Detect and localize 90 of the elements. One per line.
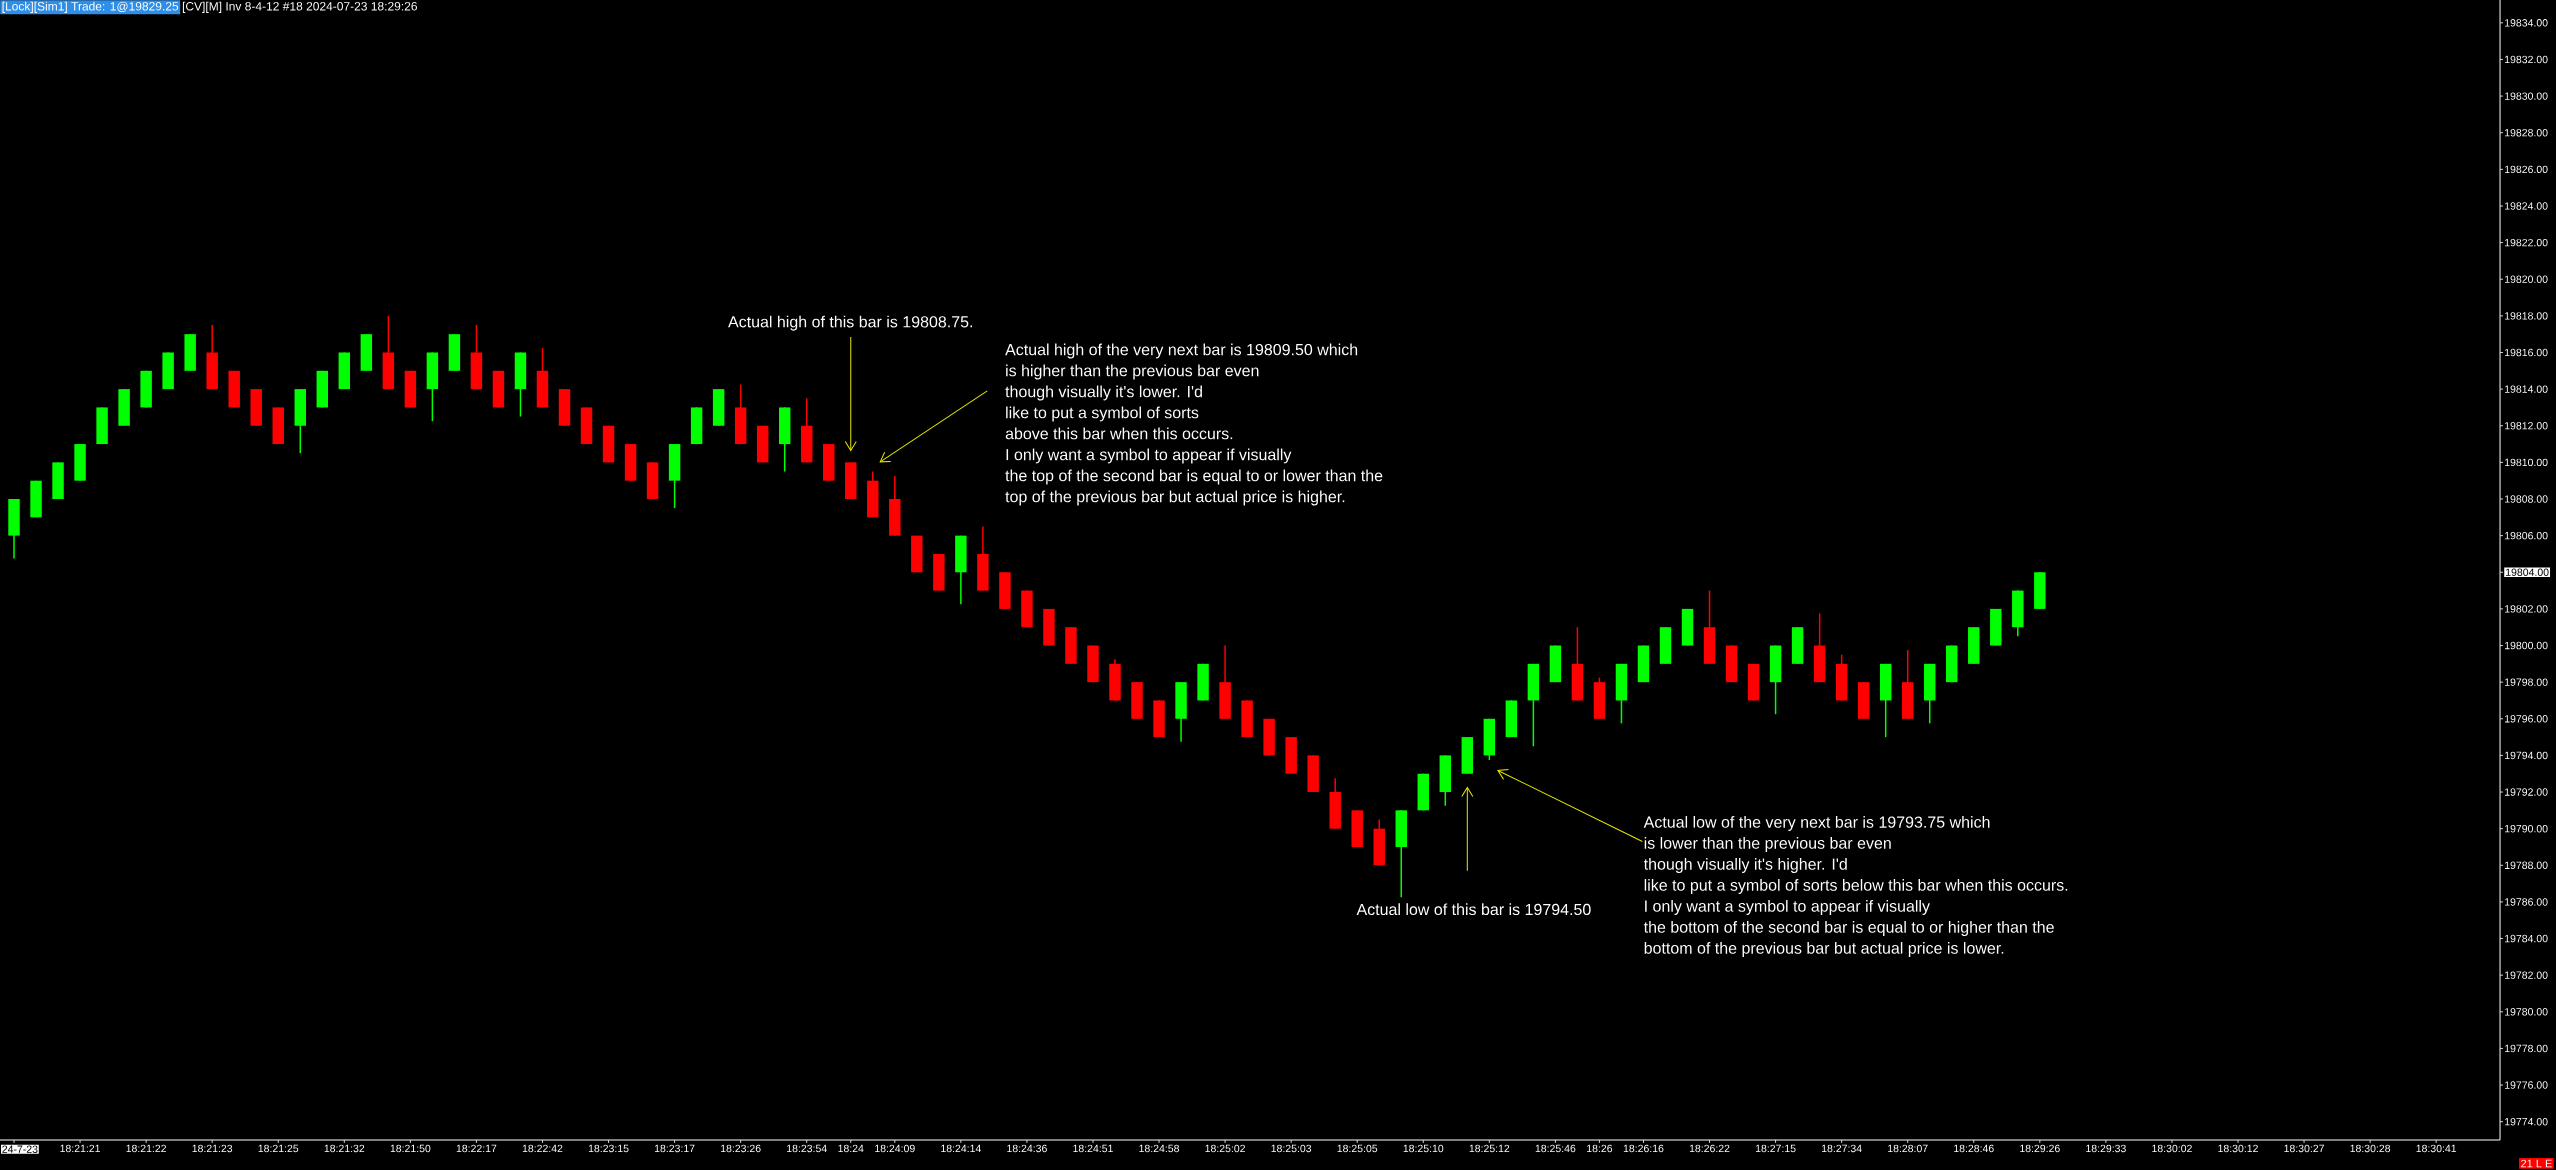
x-tick-label: 18:30:27 — [2284, 1144, 2324, 1153]
x-tick-label: 18:30:28 — [2350, 1144, 2391, 1153]
y-tick-label: 19828.00 — [2505, 129, 2548, 137]
y-tick-label: 19818.00 — [2505, 312, 2548, 320]
x-tick-label: 18:29:26 — [2020, 1144, 2060, 1153]
annotation: Actual high of the very next bar is 19809.50 which — [1005, 343, 1358, 359]
text: 21 L E — [2521, 1159, 2552, 1168]
chart-subtitle: [CV][M] Inv 8-4-12 #18 2024-07-23 18:29:26 — [182, 1, 417, 13]
y-tick-label: 19786.00 — [2505, 898, 2548, 906]
y-tick-label: 19778.00 — [2505, 1044, 2548, 1053]
y-tick-label: 19816.00 — [2505, 348, 2548, 357]
x-tick-label: 18:21:50 — [390, 1144, 431, 1153]
x-tick-label: 18:21:25 — [258, 1144, 299, 1153]
y-tick-label: 19820.00 — [2505, 275, 2548, 283]
x-tick-label: 18:22:17 — [456, 1144, 497, 1153]
annotation: I only want a symbol to appear if visually — [1006, 448, 1292, 464]
x-tick-label: 18:29:33 — [2086, 1144, 2126, 1153]
y-tick-label: 19834.00 — [2505, 19, 2548, 27]
x-tick-label: 18:21:23 — [192, 1144, 233, 1153]
y-tick-label: 19780.00 — [2505, 1008, 2548, 1016]
x-tick-label: 18:26 — [1587, 1144, 1613, 1153]
annotation: is higher than the previous bar even — [1006, 364, 1259, 380]
y-tick-label: 19792.00 — [2505, 788, 2548, 796]
x-tick-label: 18:23:26 — [721, 1144, 761, 1153]
y-tick-label: 19804.00 — [2506, 568, 2549, 576]
x-tick-label: 18:24 — [838, 1144, 864, 1153]
y-tick-label: 19824.00 — [2505, 202, 2548, 210]
y-tick-label: 19808.00 — [2505, 495, 2548, 503]
y-tick-label: 19790.00 — [2505, 824, 2548, 833]
x-tick-label: 18:26:22 — [1689, 1144, 1730, 1153]
annotation: top of the previous bar but actual price is higher. — [1005, 490, 1345, 506]
annotation: above this bar when this occurs. — [1005, 427, 1233, 440]
x-tick-label: 18:25:12 — [1469, 1144, 1510, 1153]
y-tick-label: 19788.00 — [2505, 861, 2548, 870]
annotation: the bottom of the second bar is equal to or higher than the — [1643, 921, 2054, 936]
x-tick-label: 18:25:03 — [1271, 1144, 1312, 1153]
y-tick-label: 19784.00 — [2505, 934, 2548, 943]
y-tick-label: 19798.00 — [2505, 678, 2548, 686]
annotation: like to put a symbol of sorts — [1006, 406, 1199, 422]
annotation: Actual low of this bar is 19794.50 — [1356, 903, 1591, 916]
annotation: though visually it's lower. I'd — [1005, 385, 1202, 401]
x-tick-label: 18:21:21 — [60, 1144, 100, 1153]
annotation: Actual high of this bar is 19808.75. — [728, 315, 972, 331]
y-tick-label: 19782.00 — [2505, 971, 2548, 979]
y-tick-label: 19812.00 — [2505, 422, 2548, 430]
annotation: I only want a symbol to appear if visually — [1645, 900, 1930, 915]
x-tick-label: 18:26:16 — [1623, 1144, 1664, 1153]
x-tick-label: 18:25:02 — [1205, 1144, 1245, 1153]
x-tick-label: 18:22:42 — [522, 1144, 563, 1153]
y-tick-label: 19830.00 — [2505, 92, 2548, 100]
x-tick-label: 18:25:10 — [1403, 1144, 1444, 1153]
y-tick-label: 19776.00 — [2505, 1081, 2548, 1089]
y-tick-label: 19806.00 — [2505, 531, 2548, 540]
annotation: the top of the second bar is equal to or lower than the — [1005, 469, 1383, 485]
annotation: bottom of the previous bar but actual price is lower. — [1644, 942, 2004, 957]
x-tick-label: 18:23:17 — [654, 1144, 695, 1153]
y-tick-label: 19802.00 — [2505, 605, 2548, 613]
x-tick-label: 18:24:09 — [875, 1144, 915, 1153]
annotation: is lower than the previous bar even — [1644, 837, 1891, 852]
chart-title: [Lock][Sim1] Trade: 1@19829.25 — [2, 1, 179, 13]
x-tick-label: 18:28:07 — [1888, 1144, 1928, 1153]
y-tick-label: 19810.00 — [2505, 458, 2548, 467]
x-tick-label: 18:30:41 — [2416, 1144, 2457, 1153]
x-tick-label: 18:25:46 — [1535, 1144, 1576, 1153]
y-tick-label: 19796.00 — [2505, 715, 2548, 723]
x-tick-label: 18:24:14 — [941, 1144, 981, 1153]
x-tick-label: 18:21:22 — [126, 1144, 167, 1153]
x-tick-label: 18:24:36 — [1007, 1144, 1047, 1153]
x-tick-label: 18:30:12 — [2218, 1144, 2258, 1153]
x-tick-label: 18:27:34 — [1822, 1144, 1862, 1153]
annotation: like to put a symbol of sorts below this bar when this occurs. — [1644, 879, 2068, 894]
y-tick-label: 19794.00 — [2505, 751, 2548, 760]
x-tick-label: 18:30:02 — [2152, 1144, 2192, 1153]
annotation: though visually it's higher. I'd — [1643, 858, 1847, 873]
x-tick-label: 18:21:32 — [324, 1144, 365, 1153]
y-tick-label: 19822.00 — [2505, 238, 2548, 247]
y-tick-label: 19774.00 — [2505, 1117, 2548, 1126]
x-tick-label: 24-7-23 — [2, 1145, 38, 1153]
x-tick-label: 18:23:15 — [588, 1144, 629, 1153]
x-tick-label: 18:24:51 — [1073, 1144, 1113, 1153]
y-tick-label: 19826.00 — [2505, 165, 2548, 174]
y-tick-label: 19800.00 — [2505, 641, 2548, 650]
x-tick-label: 18:28:46 — [1954, 1144, 1994, 1153]
x-tick-label: 18:25:05 — [1337, 1144, 1378, 1153]
y-tick-label: 19814.00 — [2505, 385, 2548, 393]
x-tick-label: 18:24:58 — [1139, 1144, 1179, 1153]
y-tick-label: 19832.00 — [2505, 55, 2548, 64]
annotation: Actual low of the very next bar is 19793.75 which — [1643, 816, 1990, 831]
x-tick-label: 18:23:54 — [787, 1144, 827, 1153]
x-tick-label: 18:27:15 — [1755, 1144, 1796, 1153]
